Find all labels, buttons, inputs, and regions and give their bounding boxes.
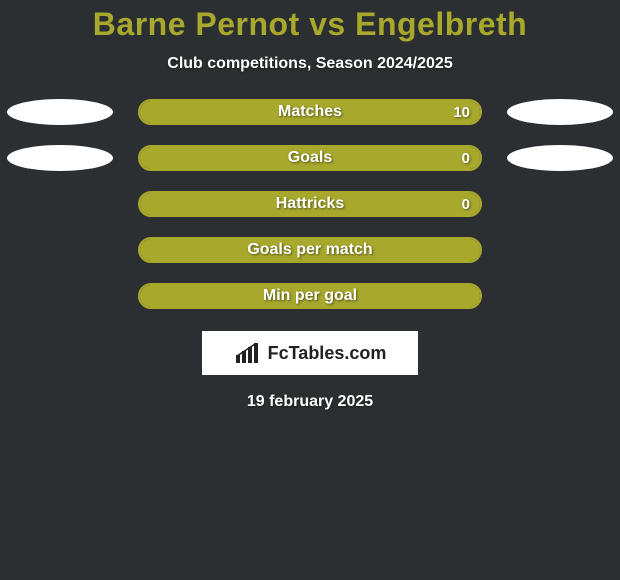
page-subtitle: Club competitions, Season 2024/2025 [0,55,620,73]
chart-icon [234,343,262,363]
stat-value: 0 [462,150,470,167]
page-title: Barne Pernot vs Engelbreth [0,6,620,43]
comparison-infographic: Barne Pernot vs Engelbreth Club competit… [0,0,620,580]
stat-row: Matches 10 [0,99,620,125]
stat-label: Goals [288,149,332,167]
logo-box: FcTables.com [202,331,418,375]
right-ellipse [507,99,613,125]
stat-value: 0 [462,196,470,213]
left-ellipse [7,99,113,125]
stat-value: 10 [453,104,470,121]
stat-bar: Hattricks 0 [138,191,482,217]
stat-rows: Matches 10 Goals 0 Hattricks 0 Goals per match… [0,99,620,309]
stat-label: Hattricks [276,195,344,213]
stat-bar: Goals 0 [138,145,482,171]
left-ellipse [7,145,113,171]
date-line: 19 february 2025 [0,393,620,411]
stat-label: Goals per match [247,241,372,259]
stat-row: Hattricks 0 [0,191,620,217]
stat-bar: Matches 10 [138,99,482,125]
stat-bar: Goals per match [138,237,482,263]
stat-row: Goals per match [0,237,620,263]
stat-row: Goals 0 [0,145,620,171]
stat-label: Min per goal [263,287,357,305]
stat-row: Min per goal [0,283,620,309]
stat-label: Matches [278,103,342,121]
right-ellipse [507,145,613,171]
stat-bar: Min per goal [138,283,482,309]
logo-text: FcTables.com [268,343,387,364]
